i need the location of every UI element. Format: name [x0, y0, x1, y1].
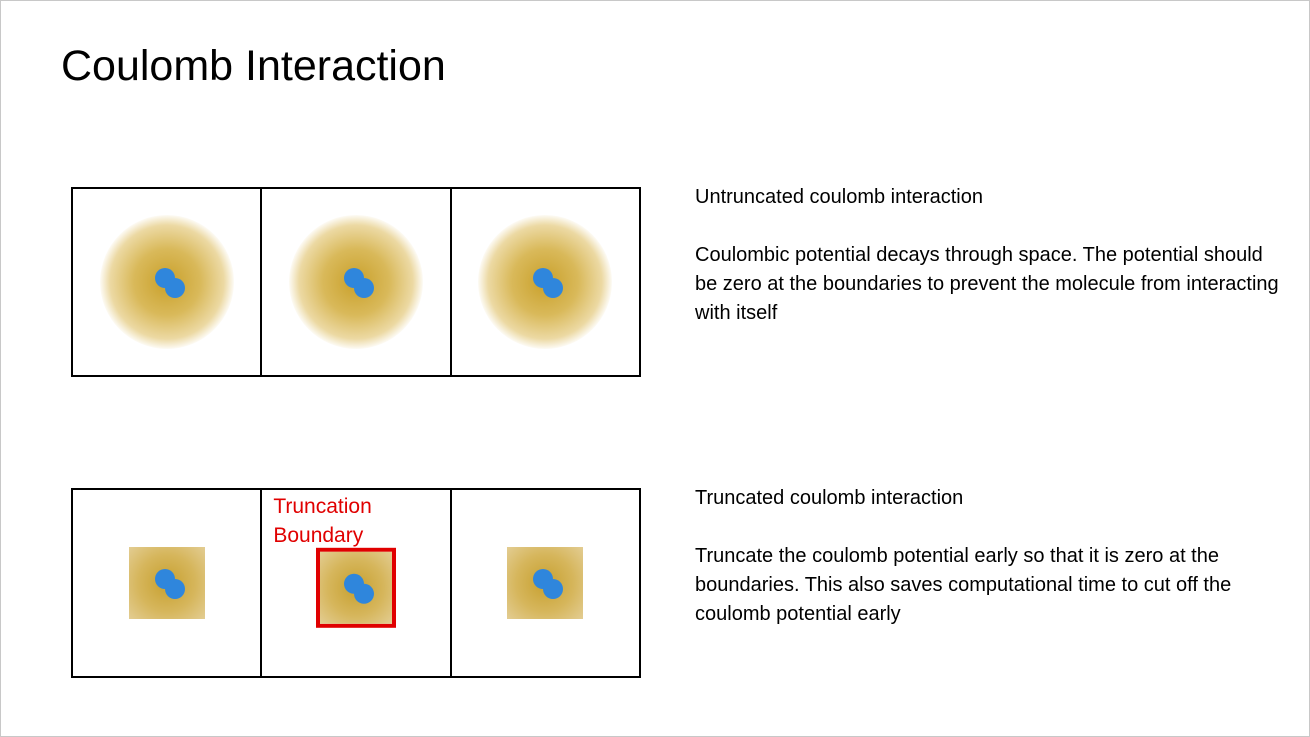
molecule-icon [336, 262, 376, 302]
untruncated-periodic-cells [71, 187, 641, 377]
atom [353, 278, 374, 298]
molecule-icon [525, 563, 565, 603]
atom [543, 278, 564, 298]
untruncated-heading: Untruncated coulomb interaction [695, 186, 983, 208]
truncation-label-line2: Boundary [273, 524, 364, 547]
untruncated-cell-right [451, 187, 641, 377]
truncated-cell-left [71, 488, 263, 678]
molecule-icon [525, 262, 565, 302]
untruncated-cell-left [71, 187, 263, 377]
truncated-text-block: Truncated coulomb interaction Truncate t… [695, 484, 1285, 629]
molecule-icon [336, 568, 376, 608]
truncated-description: Truncate the coulomb potential early so … [695, 545, 1232, 625]
atom [164, 579, 185, 599]
atom [353, 583, 374, 604]
truncation-boundary-label: Truncation Boundary [273, 492, 371, 550]
untruncated-cell-center [262, 187, 452, 377]
molecule-icon [147, 262, 187, 302]
untruncated-text-block: Untruncated coulomb interaction Coulombi… [695, 183, 1285, 328]
molecule-icon [147, 563, 187, 603]
truncated-cell-center: Truncation Boundary [262, 488, 452, 678]
slide-title: Coulomb Interaction [61, 42, 446, 90]
untruncated-description: Coulombic potential decays through space… [695, 244, 1279, 324]
atom [543, 579, 564, 599]
atom [164, 278, 185, 298]
truncation-label-line1: Truncation [273, 495, 372, 518]
truncated-heading: Truncated coulomb interaction [695, 487, 964, 509]
truncated-periodic-cells: Truncation Boundary [71, 488, 641, 678]
truncation-boundary-box [315, 547, 396, 628]
truncated-cell-right [451, 488, 641, 678]
